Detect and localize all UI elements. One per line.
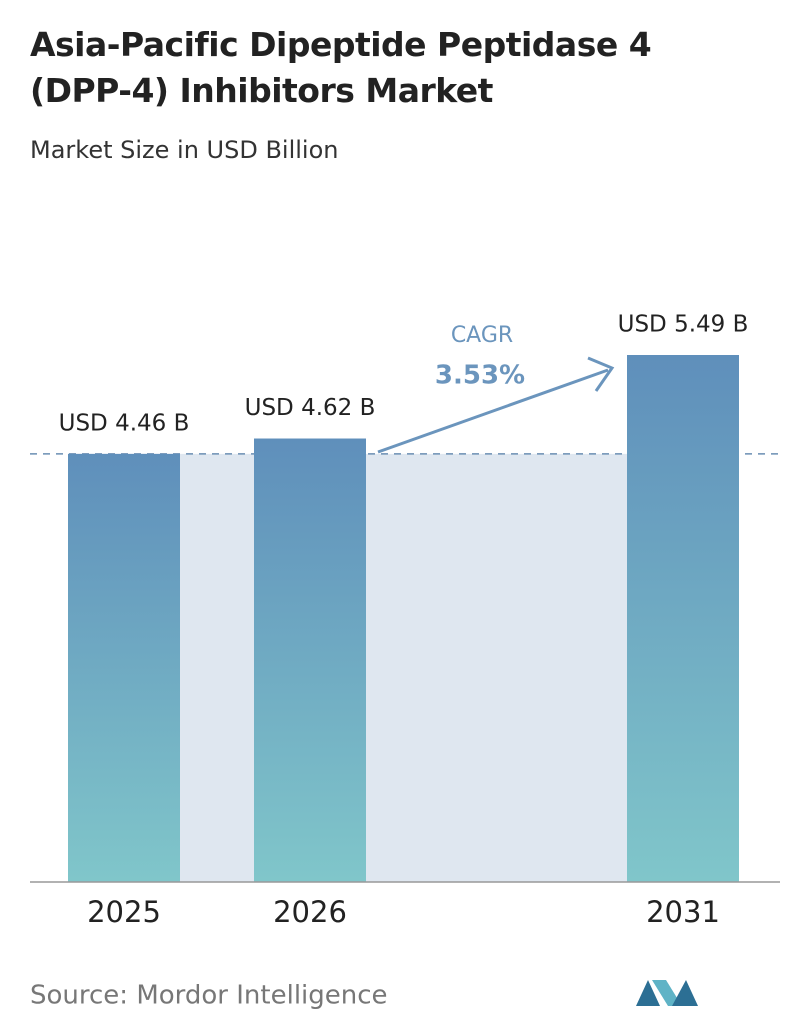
cagr-label: CAGR [451, 323, 513, 348]
x-tick-label: 2031 [646, 895, 720, 929]
chart-title: Asia-Pacific Dipeptide Peptidase 4 (DPP-… [30, 25, 652, 110]
bar [68, 453, 180, 882]
cagr-arrow-head [587, 356, 615, 392]
value-label: USD 4.46 B [59, 410, 190, 436]
cagr-arrow [377, 368, 609, 454]
value-label: USD 5.49 B [618, 312, 749, 338]
cagr-value: 3.53% [435, 361, 525, 391]
source: Source: Mordor Intelligence [30, 981, 388, 1011]
bar [627, 355, 739, 882]
chart-subtitle: Market Size in USD Billion [30, 136, 339, 164]
value-label: USD 4.62 B [245, 395, 376, 421]
logo [636, 980, 698, 1006]
bar [254, 438, 366, 882]
x-tick-label: 2026 [273, 895, 347, 929]
x-tick-label: 2025 [87, 895, 161, 929]
